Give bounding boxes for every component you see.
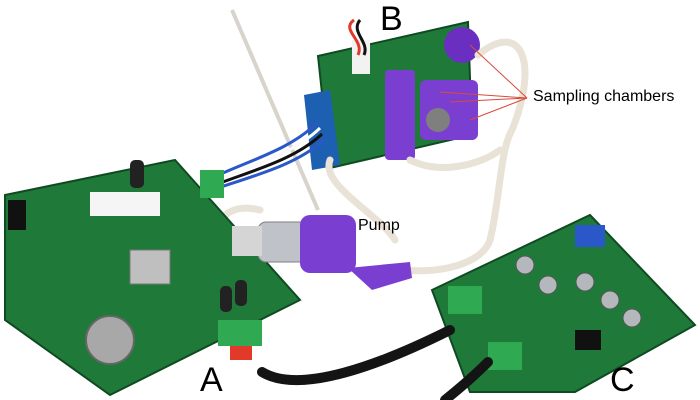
connector-c-bottom bbox=[488, 342, 522, 370]
ribbon-cables bbox=[211, 120, 325, 192]
chamber-block-1 bbox=[385, 70, 415, 160]
pump-head bbox=[300, 215, 356, 273]
processor-chip bbox=[129, 249, 171, 285]
black-cables bbox=[257, 325, 493, 400]
connector-red bbox=[230, 346, 252, 360]
sticker-label bbox=[90, 192, 160, 216]
chamber-cap bbox=[444, 27, 480, 63]
blue-switch bbox=[575, 225, 605, 247]
label-b: B bbox=[380, 0, 403, 38]
ic-chip bbox=[575, 330, 601, 350]
label-sampling-chambers: Sampling chambers bbox=[533, 88, 675, 105]
label-a: A bbox=[200, 361, 223, 399]
pump-inlet bbox=[232, 226, 262, 256]
power-jack bbox=[8, 200, 26, 230]
board-a bbox=[4, 158, 302, 397]
capacitor bbox=[130, 160, 144, 188]
pump-bracket bbox=[348, 262, 412, 290]
chamber-pointer-lines bbox=[439, 44, 528, 121]
pump bbox=[232, 215, 412, 290]
capacitor-3 bbox=[235, 280, 247, 306]
capacitor-2 bbox=[220, 286, 232, 312]
white-connector bbox=[352, 40, 370, 74]
chamber-sensor bbox=[426, 108, 450, 132]
chamber-block-2 bbox=[420, 80, 478, 140]
plastic-rod bbox=[230, 9, 320, 211]
connector-c-left bbox=[448, 286, 482, 314]
board-b bbox=[304, 18, 480, 170]
connector-green-top bbox=[200, 170, 224, 198]
label-pump: Pump bbox=[358, 217, 400, 234]
connector-green-bottom bbox=[218, 320, 262, 346]
label-c: C bbox=[610, 361, 635, 399]
coin-battery bbox=[85, 315, 135, 365]
board-c bbox=[430, 213, 697, 393]
